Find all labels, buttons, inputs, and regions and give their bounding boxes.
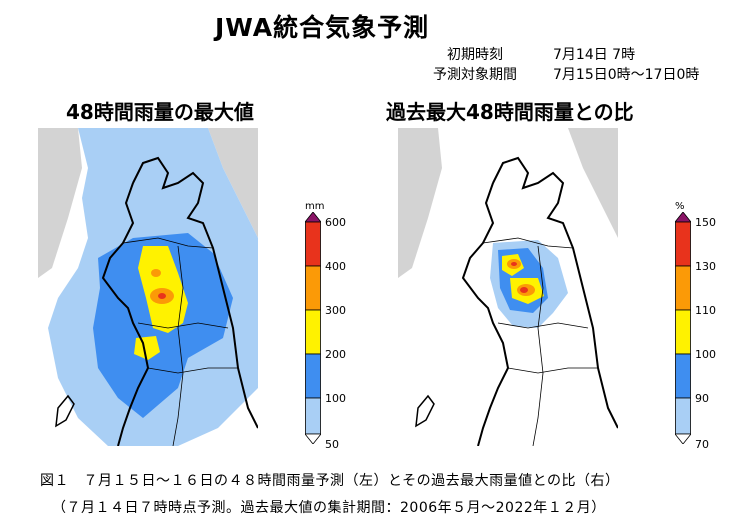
right-map-svg xyxy=(398,128,618,446)
left-tick-100: 100 xyxy=(325,392,346,405)
right-colorbar-over xyxy=(674,211,692,223)
rain-red-spot xyxy=(158,293,166,299)
main-title: JWA統合気象予測 xyxy=(215,13,430,42)
right-legend-unit: % xyxy=(675,201,685,212)
right-tick-150: 150 xyxy=(695,216,716,229)
rain-orange-spot-2 xyxy=(151,269,161,277)
left-tick-600: 600 xyxy=(325,216,346,229)
right-tick-130: 130 xyxy=(695,260,716,273)
left-colorbar-seg-1 xyxy=(305,221,321,267)
caption-line-1: 図１ ７月１５日～１６日の４８時間雨量予測（左）とその過去最大雨量値との比（右） xyxy=(40,473,620,489)
land-grey-top xyxy=(208,128,258,238)
right-colorbar-seg-4 xyxy=(675,353,691,399)
right-colorbar-seg-5 xyxy=(675,397,691,435)
period-value: 7月15日0時～17日0時 xyxy=(553,67,700,83)
left-colorbar-under xyxy=(304,433,322,445)
left-tick-400: 400 xyxy=(325,260,346,273)
left-colorbar-over xyxy=(304,211,322,223)
coastline xyxy=(461,156,618,446)
left-tick-50: 50 xyxy=(325,438,339,451)
left-colorbar-seg-5 xyxy=(305,397,321,435)
right-colorbar xyxy=(674,211,692,445)
right-tick-90: 90 xyxy=(695,392,709,405)
right-panel-title: 過去最大48時間雨量との比 xyxy=(386,100,634,124)
right-colorbar-seg-1 xyxy=(675,221,691,267)
init-time-label: 初期時刻 xyxy=(447,47,503,63)
init-time-value: 7月14日 7時 xyxy=(553,47,636,63)
left-rainfall-map xyxy=(38,128,258,446)
left-colorbar-seg-4 xyxy=(305,353,321,399)
left-colorbar-svg xyxy=(304,211,322,445)
left-colorbar xyxy=(304,211,322,445)
right-colorbar-svg xyxy=(674,211,692,445)
left-colorbar-seg-3 xyxy=(305,309,321,355)
island-sado xyxy=(415,394,435,428)
land-grey-left xyxy=(38,128,82,278)
coastline xyxy=(101,156,258,446)
period-label: 予測対象期間 xyxy=(433,67,517,83)
left-panel-title: 48時間雨量の最大値 xyxy=(66,100,254,124)
island-sado xyxy=(55,394,75,428)
left-tick-200: 200 xyxy=(325,348,346,361)
right-tick-110: 110 xyxy=(695,304,716,317)
land-grey-top xyxy=(568,128,618,238)
prefecture-borders xyxy=(482,237,598,446)
left-map-svg xyxy=(38,128,258,446)
right-colorbar-seg-3 xyxy=(675,309,691,355)
right-tick-100: 100 xyxy=(695,348,716,361)
left-tick-300: 300 xyxy=(325,304,346,317)
rain-yellow-core-2 xyxy=(134,336,160,360)
prefecture-borders xyxy=(122,237,238,446)
caption-line-2: （７月１４日７時時点予測。過去最大値の集計期間：2006年５月～2022年１２月… xyxy=(52,500,606,516)
left-legend-unit: mm xyxy=(305,201,325,212)
right-ratio-map xyxy=(398,128,618,446)
right-colorbar-under xyxy=(674,433,692,445)
land-grey-left xyxy=(398,128,442,278)
left-colorbar-seg-2 xyxy=(305,265,321,311)
ratio-red-spot xyxy=(511,262,517,266)
right-colorbar-seg-2 xyxy=(675,265,691,311)
ratio-red-spot-2 xyxy=(520,287,528,293)
right-tick-70: 70 xyxy=(695,438,709,451)
